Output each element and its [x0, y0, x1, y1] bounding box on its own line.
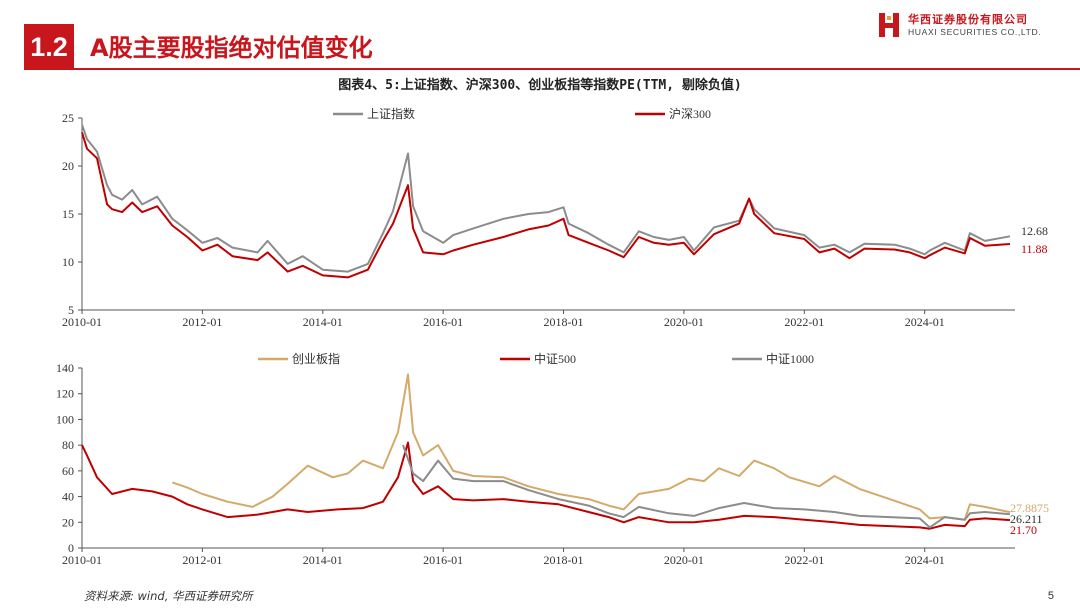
title-divider: [24, 68, 1080, 70]
end-value-label-chinext: 27.8875: [1010, 501, 1049, 515]
legend-label-csi-1000: 中证1000: [766, 351, 814, 366]
legend-label-sse-composite: 上证指数: [367, 106, 415, 121]
y-tick-label: 80: [62, 438, 74, 452]
x-tick-label: 2022-01: [784, 315, 824, 329]
page-title: A股主要股指绝对估值变化: [90, 34, 373, 62]
series-line-chinext: [171, 373, 1011, 521]
series-line-sse-composite: [81, 124, 1011, 273]
x-tick-label: 2012-01: [182, 553, 222, 567]
y-tick-label: 100: [56, 412, 74, 426]
pe-chart-chinext-csi500-csi1000: 0 20 40 60 80 100 120 140 2010-01 2012-01 2014-01 2…: [56, 351, 1049, 567]
x-tick-label: 2022-01: [784, 553, 824, 567]
y-tick-label: 20: [62, 159, 74, 173]
x-tick-label: 2024-01: [905, 315, 945, 329]
series-line-csi-500: [81, 441, 1011, 530]
end-value-label-csi-1000: 26.211: [1010, 512, 1043, 526]
pe-chart-sse-csi300: 5 10 15 20 25 2010-01 2012-01 2014-01 2016-01 201…: [62, 106, 1048, 329]
y-tick-label: 15: [62, 207, 74, 221]
y-tick-label: 0: [68, 541, 74, 555]
huaxi-logo-icon: [879, 13, 899, 37]
y-tick-label: 5: [68, 303, 74, 317]
series-line-csi-1000: [402, 444, 1011, 529]
x-tick-label: 2020-01: [664, 315, 704, 329]
x-tick-label: 2016-01: [423, 315, 463, 329]
y-tick-label: 140: [56, 361, 74, 375]
y-tick-label: 120: [56, 387, 74, 401]
x-tick-label: 2010-01: [62, 315, 102, 329]
y-tick-label: 25: [62, 111, 74, 125]
series-line-csi-300: [81, 132, 1011, 279]
y-tick-label: 10: [62, 255, 74, 269]
end-value-label-csi-300: 11.88: [1021, 242, 1048, 256]
x-tick-label: 2012-01: [182, 315, 222, 329]
brand-name-cn: 华西证券股份有限公司: [908, 13, 1028, 26]
x-tick-label: 2010-01: [62, 553, 102, 567]
section-number-badge: 1.2: [24, 24, 74, 70]
brand-logo: 华西证券股份有限公司 HUAXI SECURITIES CO.,LTD.: [878, 10, 1042, 42]
legend-label-csi-500: 中证500: [534, 351, 576, 366]
x-tick-label: 2020-01: [664, 553, 704, 567]
x-tick-label: 2024-01: [905, 553, 945, 567]
x-tick-label: 2014-01: [303, 315, 343, 329]
end-value-label-csi-500: 21.70: [1010, 523, 1037, 537]
y-tick-label: 40: [62, 490, 74, 504]
x-tick-label: 2018-01: [544, 315, 584, 329]
x-tick-label: 2014-01: [303, 553, 343, 567]
page-number: 5: [1047, 590, 1054, 602]
y-tick-label: 20: [62, 515, 74, 529]
y-tick-label: 60: [62, 464, 74, 478]
legend-label-chinext: 创业板指: [292, 351, 340, 366]
end-value-label-sse-composite: 12.68: [1021, 224, 1048, 238]
source-note: 资料来源: wind, 华西证券研究所: [84, 589, 253, 603]
legend-label-csi-300: 沪深300: [669, 107, 711, 121]
x-tick-label: 2018-01: [544, 553, 584, 567]
figure-caption: 图表4、5:上证指数、沪深300、创业板指等指数PE(TTM, 剔除负值): [338, 78, 742, 93]
brand-name-en: HUAXI SECURITIES CO.,LTD.: [908, 27, 1042, 37]
x-tick-label: 2016-01: [423, 553, 463, 567]
